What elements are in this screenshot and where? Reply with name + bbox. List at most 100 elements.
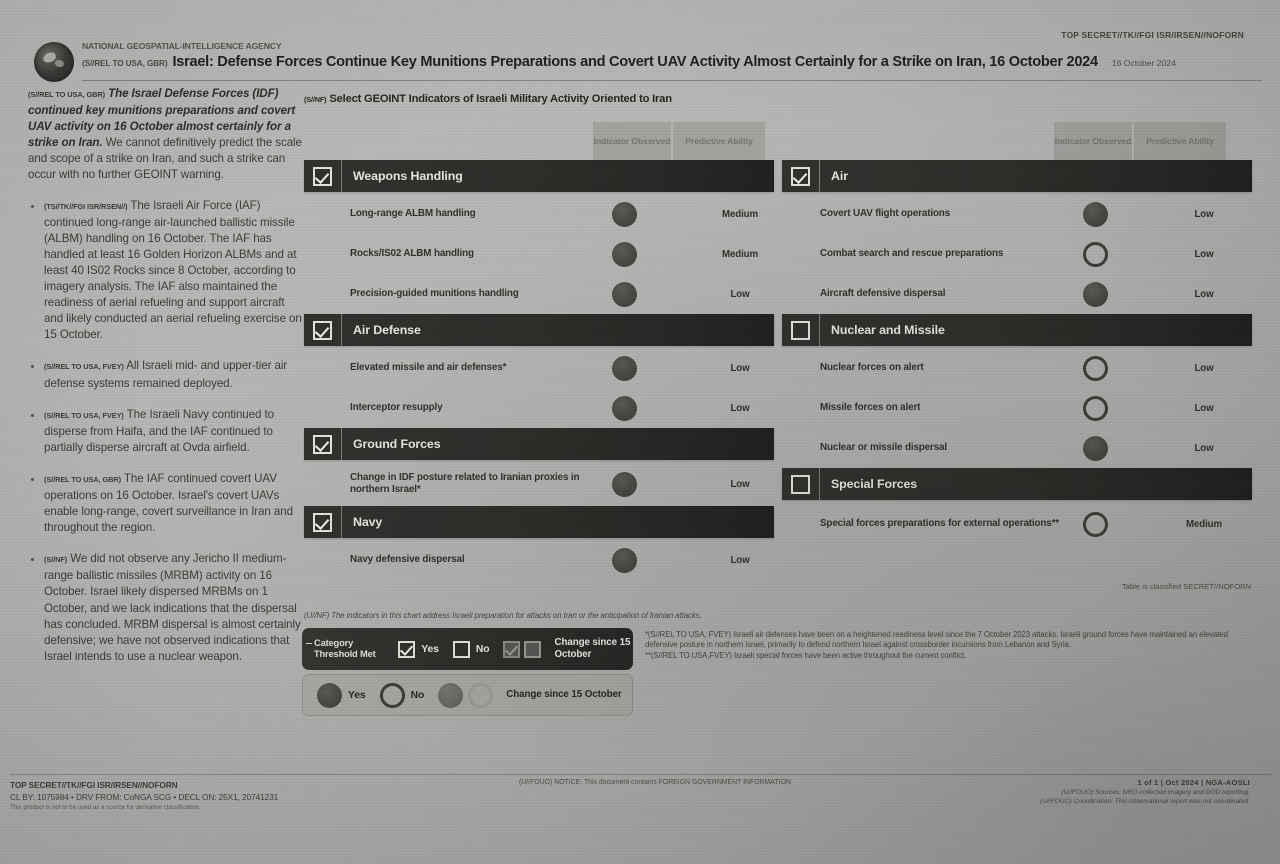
chart-note-text: The indicators in this chart address Isr… [331,611,702,620]
category-label: Nuclear and Missile [831,323,945,337]
list-item: (S//REL TO USA, FVEY) The Israeli Navy c… [28,407,304,456]
table-row: Missile forces on alert Low [782,388,1252,428]
divider [341,428,342,460]
legend-indicator-row: Yes No Change since 15 October [302,674,633,716]
table-row: Combat search and rescue preparations Lo… [782,234,1252,274]
category-header-air[interactable]: Air [782,160,1252,192]
indicator-label: Precision-guided munitions handling [350,287,519,299]
indicator-label: Rocks/IS02 ALBM handling [350,247,474,259]
predictive-ability-value: Medium [722,248,758,260]
category-checkbox-checked-icon[interactable] [313,434,332,454]
table-row: Long-range ALBM handling Medium [304,194,774,234]
column-header-indicator-observed: Indicator Observed [593,122,671,160]
legend: Category Threshold Met Yes No Change sin… [302,628,633,716]
chart-title-portion-marking: (S//NF) [304,95,327,104]
footer-page-info: 1 of 1 | Oct 2024 | NGA-AOSLI [1137,778,1250,787]
legend-checkbox-changed-unchecked-icon [524,640,542,658]
divider [341,314,342,346]
observed-yes-icon [612,355,637,381]
category-checkbox-unchecked-icon[interactable] [791,474,810,494]
legend-yes-label: Yes [421,643,439,655]
lede-bold-text: The Israel Defense Forces (IDF) continue… [28,87,296,150]
predictive-ability-value: Low [1194,288,1214,300]
list-item: (S//REL TO USA, FVEY) All Israeli mid- a… [28,358,304,391]
legend-dot-yes-label: Yes [348,689,366,701]
indicator-label: Covert UAV flight operations [820,207,951,219]
table-row: Change in IDF posture related to Iranian… [304,462,774,506]
indicator-label: Interceptor resupply [350,401,443,413]
indicator-label: Change in IDF posture related to Iranian… [350,471,580,495]
title-row: (S//REL TO USA, GBR) Israel: Defense For… [82,54,1232,70]
bullet-portion-marking: (S//REL TO USA, GBR) [44,474,121,484]
category-checkbox-checked-icon[interactable] [313,320,332,340]
category-checkbox-checked-icon[interactable] [313,512,332,532]
table-row: Special forces preparations for external… [782,502,1252,546]
lede-paragraph: (S//REL TO USA, GBR) The Israel Defense … [28,86,304,184]
category-header-navy[interactable]: Navy [304,506,774,538]
observed-no-icon [1083,511,1108,537]
agency-name: NATIONAL GEOSPATIAL-INTELLIGENCE AGENCY [82,41,282,51]
indicator-label: Nuclear forces on alert [820,361,924,373]
legend-category-label: Category Threshold Met [305,638,384,661]
indicator-table-right: Air Covert UAV flight operations Low Com… [782,160,1252,546]
category-header-ground-forces[interactable]: Ground Forces [304,428,774,460]
category-header-air-defense[interactable]: Air Defense [304,314,774,346]
category-checkbox-checked-icon[interactable] [313,166,332,186]
table-row: Covert UAV flight operations Low [782,194,1252,234]
divider [819,314,820,346]
table-row: Rocks/IS02 ALBM handling Medium [304,234,774,274]
legend-dot-change-label: Change since 15 October [506,689,622,701]
observed-yes-icon [612,281,637,307]
legend-dot-no-label: No [410,689,425,701]
narrative-bullet-list: (TS//TK//FGI ISR/RSEN//) The Israeli Air… [28,198,304,665]
category-header-nuclear-and-missile[interactable]: Nuclear and Missile [782,314,1252,346]
list-item: (TS//TK//FGI ISR/RSEN//) The Israeli Air… [28,198,304,344]
column-header-predictive-ability: Predictive Ability [673,122,765,160]
predictive-ability-value: Low [1194,442,1214,454]
observed-yes-icon [612,395,637,421]
observed-yes-icon [1083,201,1108,227]
footer-disclaimer: This product is not to be used as a sour… [10,804,201,811]
legend-checkbox-checked-icon [398,640,416,658]
header-date: 16 October 2024 [1111,58,1176,68]
observed-yes-icon [1083,281,1108,307]
bullet-text: All Israeli mid- and upper-tier air defe… [44,359,288,390]
category-header-special-forces[interactable]: Special Forces [782,468,1252,500]
table-row: Nuclear forces on alert Low [782,348,1252,388]
predictive-ability-value: Medium [722,208,758,220]
observed-no-icon [1083,241,1108,267]
predictive-ability-value: Low [1194,208,1214,220]
predictive-ability-value: Medium [1186,518,1222,530]
footer-left: TOP SECRET//TK//FGI ISR/IRSEN//NOFORN CL… [10,780,278,811]
category-checkbox-checked-icon[interactable] [791,166,810,186]
observed-yes-icon [612,241,637,267]
indicator-label: Elevated missile and air defenses* [350,361,507,373]
table-row: Aircraft defensive dispersal Low [782,274,1252,314]
right-column-headers: Indicator Observed Predictive Ability [1054,122,1226,160]
table-row: Elevated missile and air defenses* Low [304,348,774,388]
chart-note: (U//NF) The indicators in this chart add… [304,611,844,620]
observed-yes-icon [612,547,637,573]
predictive-ability-value: Low [730,554,750,566]
category-checkbox-unchecked-icon[interactable] [791,320,810,340]
lede-rest-text: We cannot definitively predict the scale… [28,136,302,182]
footer-classification: TOP SECRET//TK//FGI ISR/IRSEN//NOFORN [10,780,178,790]
legend-category-row: Category Threshold Met Yes No Change sin… [302,628,633,670]
predictive-ability-value: Low [730,402,750,414]
footer-right: 1 of 1 | Oct 2024 | NGA-AOSLI (U//FOUO) … [1040,778,1250,805]
footer-coordination: (U//FOUO) Coordination: This observation… [1040,798,1250,805]
predictive-ability-value: Low [730,362,750,374]
title-portion-marking: (S//REL TO USA, GBR) [82,59,168,68]
footer-divider [10,774,1272,775]
category-header-weapons-handling[interactable]: Weapons Handling [304,160,774,192]
lede-portion-marking: (S//REL TO USA, GBR) [28,90,105,99]
indicator-label: Combat search and rescue preparations [820,247,1004,259]
category-label: Navy [353,515,383,529]
column-header-predictive-ability: Predictive Ability [1134,122,1226,160]
divider [341,506,342,538]
chart-title-text: Select GEOINT Indicators of Israeli Mili… [329,93,672,105]
observed-no-icon [1083,355,1108,381]
indicator-table-left: Weapons Handling Long-range ALBM handlin… [304,160,774,580]
divider [819,160,820,192]
